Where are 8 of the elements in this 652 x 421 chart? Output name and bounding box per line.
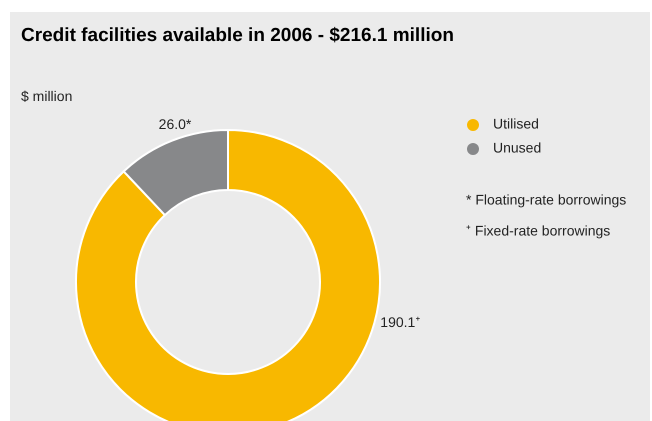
chart-title: Credit facilities available in 2006 - $216.1 million [21, 25, 454, 46]
data-label: 26.0* [158, 116, 192, 132]
text: $ million [21, 88, 72, 104]
legend-label: Utilised [493, 116, 539, 132]
text: * Floating-rate borrowings [466, 192, 626, 208]
text: ⁺ Fixed-rate borrowings [466, 222, 610, 239]
legend-label: Unused [493, 140, 542, 156]
data-label: 190.1⁺ [380, 314, 420, 330]
